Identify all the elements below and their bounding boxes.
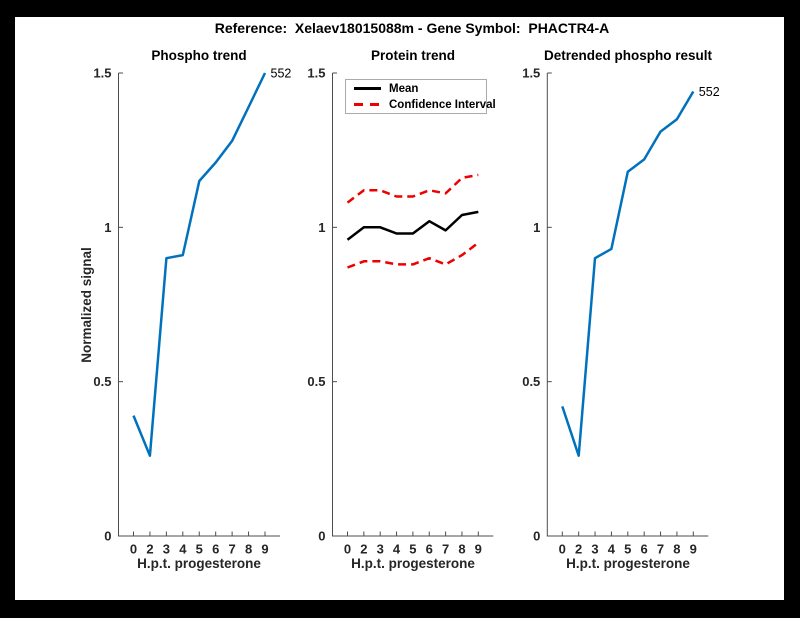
x-axis-label-phospho: H.p.t. progesterone xyxy=(137,556,261,571)
legend-box: Mean Confidence Interval xyxy=(345,79,496,114)
x-axis-label-protein: H.p.t. progesterone xyxy=(351,556,475,571)
legend-item-mean: Mean xyxy=(354,83,486,95)
subplot-phospho-title: Phospho trend xyxy=(151,48,247,63)
subplot-protein-title: Protein trend xyxy=(370,48,455,63)
legend-label-mean: Mean xyxy=(389,82,419,95)
mean-line-swatch-icon xyxy=(354,87,381,90)
y-axis-label: Normalized signal xyxy=(79,247,94,363)
x-axis-label-detrended: H.p.t. progesterone xyxy=(566,556,690,571)
legend-item-confidence-interval: Confidence Interval xyxy=(354,99,496,111)
figure-title: Reference: Xelaev18015088m - Gene Symbol… xyxy=(214,20,610,36)
legend-label-confidence-interval: Confidence Interval xyxy=(389,98,496,111)
confidence-interval-swatch-icon xyxy=(354,103,381,106)
subplot-detrended-title: Detrended phospho result xyxy=(543,48,712,63)
